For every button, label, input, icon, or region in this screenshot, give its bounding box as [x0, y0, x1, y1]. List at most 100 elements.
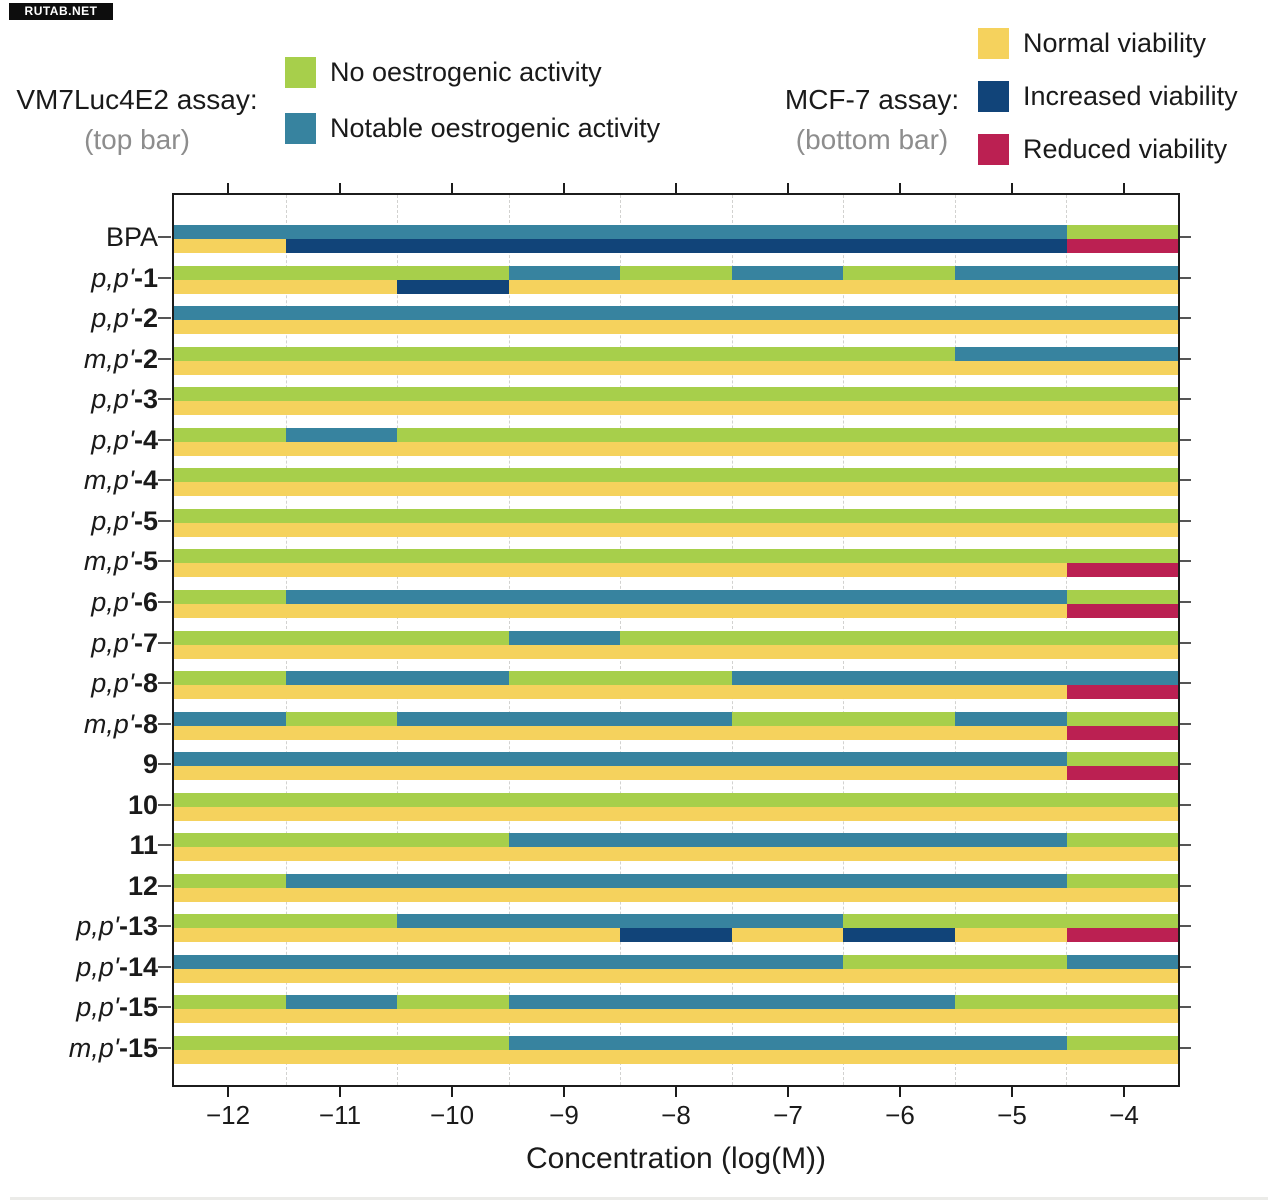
- left-axis-tick: [158, 763, 171, 766]
- cell-increased-viability--11: [285, 239, 398, 253]
- cell-notable-oestrogenic-activity--11: [285, 873, 398, 888]
- left-axis-tick: [158, 682, 171, 685]
- top-bar: [174, 1036, 1179, 1050]
- cell-normal-viability--10: [397, 887, 509, 902]
- cell-normal-viability--8: [620, 1009, 732, 1024]
- cell-notable-oestrogenic-activity--7: [731, 671, 844, 686]
- cell-notable-oestrogenic-activity--10: [397, 873, 509, 888]
- top-bar: [174, 954, 1179, 969]
- cell-normal-viability--6: [843, 725, 955, 740]
- cell-normal-viability--8: [620, 563, 732, 578]
- row-label: 11: [129, 830, 158, 861]
- cell-normal-viability--5: [954, 320, 1067, 335]
- watermark-badge: RUTAB.NET: [9, 3, 113, 20]
- cell-no-oestrogenic-activity--8: [620, 549, 732, 564]
- right-axis-tick: [1180, 844, 1191, 847]
- cell-notable-oestrogenic-activity--12: [174, 954, 286, 969]
- cell-normal-viability--10: [397, 928, 509, 943]
- cell-no-oestrogenic-activity--11: [285, 265, 398, 280]
- cell-notable-oestrogenic-activity--9: [508, 995, 621, 1010]
- x-tick-label--11: −11: [318, 1100, 362, 1130]
- cell-reduced-viability--4: [1066, 563, 1179, 578]
- cell-notable-oestrogenic-activity--5: [954, 752, 1067, 767]
- x-tick-label--12: −12: [205, 1100, 251, 1130]
- cell-notable-oestrogenic-activity--12: [174, 711, 286, 726]
- bottom-bar: [174, 644, 1179, 659]
- cell-normal-viability--12: [174, 279, 286, 294]
- cell-no-oestrogenic-activity--8: [620, 671, 732, 686]
- cell-no-oestrogenic-activity--7: [731, 508, 844, 523]
- cell-normal-viability--9: [508, 766, 621, 781]
- cell-normal-viability--6: [843, 482, 955, 497]
- cell-notable-oestrogenic-activity--4: [1066, 306, 1179, 321]
- cell-normal-viability--6: [843, 766, 955, 781]
- cell-normal-viability--7: [731, 401, 844, 416]
- cell-notable-oestrogenic-activity--9: [508, 711, 621, 726]
- top-bar: [174, 671, 1179, 686]
- cell-normal-viability--12: [174, 806, 286, 821]
- cell-normal-viability--9: [508, 360, 621, 375]
- cell-normal-viability--10: [397, 522, 509, 537]
- cell-notable-oestrogenic-activity--12: [174, 225, 286, 239]
- cell-normal-viability--9: [508, 685, 621, 700]
- cell-notable-oestrogenic-activity--9: [508, 954, 621, 969]
- cell-normal-viability--4: [1066, 360, 1179, 375]
- cell-normal-viability--11: [285, 522, 398, 537]
- left-axis-tick: [158, 398, 171, 401]
- right-axis-tick: [1180, 965, 1191, 968]
- cell-normal-viability--7: [731, 644, 844, 659]
- cell-normal-viability--6: [843, 279, 955, 294]
- cell-notable-oestrogenic-activity--6: [843, 671, 955, 686]
- cell-reduced-viability--4: [1066, 685, 1179, 700]
- row-block-11: [174, 671, 1179, 700]
- cell-normal-viability--11: [285, 928, 398, 943]
- right-axis-tick: [1180, 317, 1191, 320]
- cell-notable-oestrogenic-activity--11: [285, 954, 398, 969]
- cell-notable-oestrogenic-activity--9: [508, 265, 621, 280]
- cell-no-oestrogenic-activity--4: [1066, 752, 1179, 767]
- cell-normal-viability--8: [620, 725, 732, 740]
- cell-normal-viability--7: [731, 482, 844, 497]
- left-axis-tick: [158, 438, 171, 441]
- bottom-axis-tick--10: [451, 1087, 453, 1097]
- bottom-axis-tick--4: [1123, 1087, 1125, 1097]
- cell-normal-viability--9: [508, 887, 621, 902]
- left-axis-tick: [158, 600, 171, 603]
- cell-no-oestrogenic-activity--12: [174, 549, 286, 564]
- cell-no-oestrogenic-activity--8: [620, 468, 732, 483]
- cell-normal-viability--12: [174, 603, 286, 618]
- normal-viability-label: Normal viability: [1023, 28, 1207, 58]
- cell-no-oestrogenic-activity--7: [731, 792, 844, 807]
- cell-no-oestrogenic-activity--8: [620, 265, 732, 280]
- left-axis-tick: [158, 925, 171, 928]
- row-label: 12: [127, 870, 158, 901]
- cell-normal-viability--6: [843, 522, 955, 537]
- cell-notable-oestrogenic-activity--10: [397, 671, 509, 686]
- cell-normal-viability--4: [1066, 482, 1179, 497]
- cell-no-oestrogenic-activity--5: [954, 468, 1067, 483]
- cell-notable-oestrogenic-activity--9: [508, 914, 621, 929]
- cell-notable-oestrogenic-activity--10: [397, 225, 509, 239]
- cell-reduced-viability--4: [1066, 766, 1179, 781]
- top-bar: [174, 468, 1179, 483]
- cell-normal-viability--4: [1066, 806, 1179, 821]
- cell-normal-viability--12: [174, 320, 286, 335]
- cell-normal-viability--11: [285, 320, 398, 335]
- cell-no-oestrogenic-activity--7: [731, 387, 844, 402]
- x-tick-label--4: −4: [1109, 1100, 1139, 1130]
- legend-right-items: Normal viability Increased viability Reduc…: [978, 28, 1238, 187]
- left-axis-tick: [158, 276, 171, 279]
- cell-notable-oestrogenic-activity--9: [508, 306, 621, 321]
- top-bar: [174, 387, 1179, 402]
- right-axis-tick: [1180, 276, 1191, 279]
- cell-normal-viability--7: [731, 279, 844, 294]
- cell-notable-oestrogenic-activity--7: [731, 833, 844, 848]
- cell-normal-viability--7: [731, 725, 844, 740]
- cell-notable-oestrogenic-activity--5: [954, 225, 1067, 239]
- bottom-axis-tick--7: [787, 1087, 789, 1097]
- cell-no-oestrogenic-activity--11: [285, 549, 398, 564]
- cell-normal-viability--9: [508, 1050, 621, 1064]
- increased-viability-swatch: [978, 81, 1009, 112]
- top-bar: [174, 833, 1179, 848]
- cell-normal-viability--12: [174, 441, 286, 456]
